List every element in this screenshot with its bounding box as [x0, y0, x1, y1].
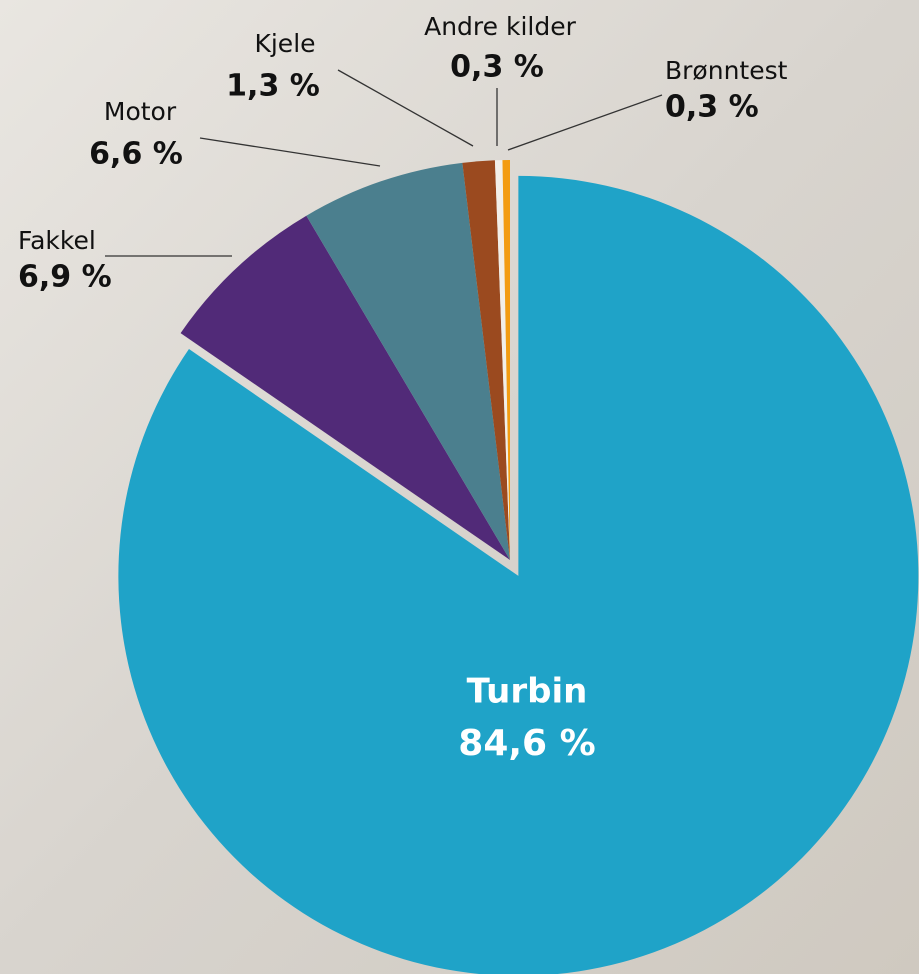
- labels: Turbin 84,6 % Fakkel 6,9 % Motor 6,6 % Kjele 1,…: [18, 12, 788, 764]
- leader-line: [337, 69, 474, 147]
- pie-slice: [306, 162, 510, 560]
- pie-slice: [462, 160, 510, 560]
- slice-value-label: 6,6 %: [89, 137, 183, 172]
- slice-value-label: 1,3 %: [226, 69, 320, 104]
- slice-name: Turbin: [467, 672, 588, 712]
- pie-slice: [118, 175, 919, 974]
- pie-slice: [502, 160, 510, 560]
- pie-slice: [180, 215, 510, 560]
- slice-name: Andre kilder: [424, 12, 576, 41]
- slice-name: Brønntest: [665, 56, 788, 85]
- slice-name: Motor: [104, 97, 177, 126]
- pie-slice: [494, 160, 510, 561]
- slice-name: Fakkel: [18, 226, 96, 255]
- leader-line: [507, 94, 663, 151]
- slice-name: Kjele: [254, 29, 315, 58]
- slice-value-label: 6,9 %: [18, 260, 112, 295]
- slice-value-label: 0,3 %: [450, 50, 544, 85]
- leader-line: [199, 137, 381, 167]
- slice-value-label: 0,3 %: [665, 90, 759, 125]
- slices: [118, 160, 919, 974]
- slice-value-label: 84,6 %: [458, 723, 595, 764]
